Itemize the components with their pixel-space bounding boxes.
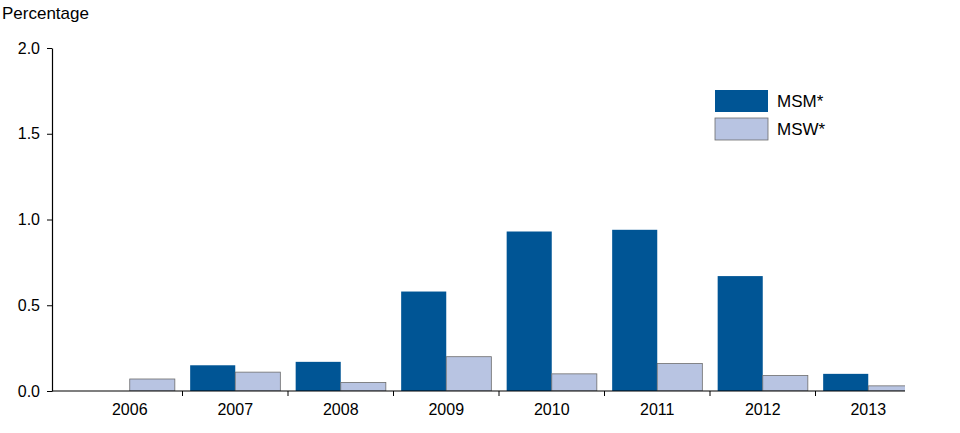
x-separator — [710, 391, 711, 396]
y-tick: 0.0 — [18, 383, 52, 400]
y-tick-mark — [47, 391, 52, 392]
x-tick: 2012 — [745, 391, 781, 418]
chart: 0.00.51.01.52.02006200720082009201020112… — [0, 0, 960, 433]
legend-swatch — [715, 90, 768, 112]
x-tick-label: 2007 — [217, 401, 253, 418]
x-tick-label: 2013 — [850, 401, 886, 418]
bar — [823, 374, 868, 391]
x-tick: 2010 — [534, 391, 570, 418]
x-tick-label: 2008 — [323, 401, 359, 418]
y-tick-mark — [47, 220, 52, 221]
bar — [507, 232, 552, 391]
legend-label: MSW* — [777, 120, 826, 139]
bar — [657, 364, 702, 391]
bar — [718, 276, 763, 391]
bar — [401, 292, 446, 391]
legend: MSM* MSW* — [715, 90, 826, 140]
bar — [130, 379, 175, 391]
bar — [552, 374, 597, 391]
bar — [612, 230, 657, 391]
x-tick-label: 2011 — [640, 401, 675, 418]
x-separator — [815, 391, 816, 396]
legend-swatch — [715, 118, 768, 140]
x-tick: 2008 — [323, 391, 359, 418]
x-tick: 2011 — [640, 391, 675, 418]
x-axis: 2006 2007 2008 2009 2010 2011 2012 2013 — [112, 391, 886, 418]
x-tick-label: 2009 — [428, 401, 464, 418]
bar — [868, 386, 905, 391]
y-axis-title: Percentage — [2, 4, 89, 23]
y-axis-line — [52, 49, 53, 392]
y-tick: 2.0 — [18, 40, 52, 57]
x-tick-label: 2010 — [534, 401, 570, 418]
x-separator — [393, 391, 394, 396]
x-tick: 2009 — [428, 391, 464, 418]
y-axis: 0.0 0.5 1.0 1.5 2.0 — [18, 40, 53, 400]
x-separator — [604, 391, 605, 396]
bar — [763, 376, 808, 391]
x-tick: 2006 — [112, 391, 148, 418]
y-tick-label: 1.5 — [18, 125, 40, 142]
y-tick-mark — [47, 48, 52, 49]
x-tick: 2007 — [217, 391, 253, 418]
y-tick-label: 0.5 — [18, 297, 40, 314]
x-separator — [288, 391, 289, 396]
bar — [446, 357, 491, 391]
x-tick-label: 2006 — [112, 401, 148, 418]
x-tick-label: 2012 — [745, 401, 781, 418]
y-tick-label: 0.0 — [18, 383, 40, 400]
y-tick-label: 2.0 — [18, 40, 40, 57]
y-tick: 1.5 — [18, 125, 52, 142]
x-separator — [182, 391, 183, 396]
y-tick: 0.5 — [18, 297, 52, 314]
legend-label: MSM* — [777, 92, 824, 111]
y-tick-mark — [47, 305, 52, 306]
x-separator — [499, 391, 500, 396]
x-tick: 2013 — [850, 391, 886, 418]
y-tick-mark — [47, 134, 52, 135]
bars — [130, 230, 905, 391]
bar — [190, 365, 235, 391]
y-tick-label: 1.0 — [18, 211, 40, 228]
bar — [341, 382, 386, 391]
bar — [296, 362, 341, 391]
y-tick: 1.0 — [18, 211, 52, 228]
bar — [235, 372, 280, 391]
x-axis-line — [52, 390, 905, 391]
